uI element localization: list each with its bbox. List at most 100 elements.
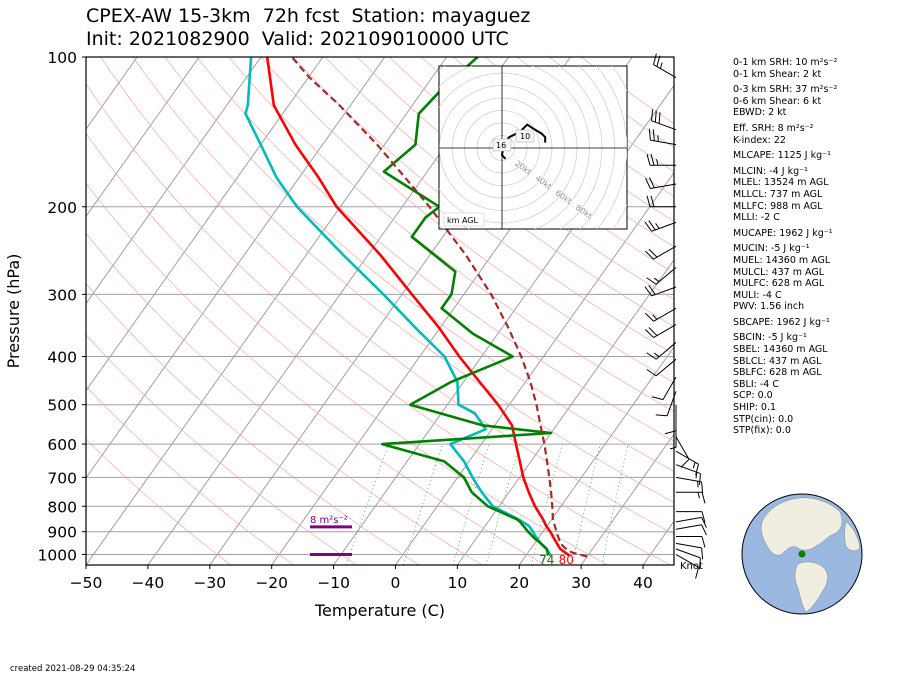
dry-adiabat-line [324,57,674,328]
hodograph-point-label: 16 [496,141,506,150]
x-tick-label: −30 [193,574,226,592]
isotherm-line [86,57,262,305]
wind-barb [646,154,676,166]
wind-barb-flag [646,154,651,166]
wind-barb-flag [648,220,656,231]
wind-barb [675,516,707,528]
wind-barb-staff [662,376,677,400]
isotherm-line [86,57,324,392]
index-line: SBLCL: 437 m AGL [733,355,822,367]
hodograph-label-box [492,138,512,152]
wind-barb [676,511,706,523]
y-tick-label: 400 [47,349,77,367]
wind-barb-staff [675,542,702,549]
index-line: MLLCL: 737 m AGL [733,188,823,200]
wind-barb [675,476,704,494]
wind-barb [669,421,677,450]
wind-barb-staff [651,286,677,297]
wind-barb-flag [646,195,651,207]
x-tick-label: −40 [132,574,165,592]
wind-barb [644,220,677,232]
wind-barb-flag [651,109,654,121]
wind-barb-flag [656,55,661,67]
wind-barb-flag [650,154,655,166]
wind-barb-staff [651,120,677,131]
wind-barb-staff [675,436,690,460]
index-line: EBWD: 2 kt [733,107,787,119]
wind-barb-flag [652,129,655,141]
dry-adiabat-line [86,182,546,565]
wind-barb [675,548,701,570]
x-tick-label: −20 [255,574,288,592]
dry-adiabat-line [86,83,671,565]
wind-barb-flag [701,492,706,504]
wind-barb-staff [653,307,677,322]
wind-barb [651,109,677,131]
wind-barb-flag [645,329,654,338]
wetbulb-profile-line [381,57,553,556]
dry-adiabat-line [292,57,674,355]
wind-barb-flag [701,536,706,548]
x-tick-label: −10 [317,574,350,592]
wind-barb [676,491,706,504]
index-line: MLLI: -2 C [733,212,780,224]
plot-frame [85,56,675,566]
index-line: 0-1 km Shear: 2 kt [733,68,822,80]
dewpoint-profile-line [244,57,552,557]
index-line: 0-3 km SRH: 37 m²s⁻² [733,84,838,96]
index-line: SBCIN: -5 J kg⁻¹ [733,332,807,344]
wind-barb-staff [675,476,702,483]
index-line: MLCIN: -4 J kg⁻¹ [733,165,808,177]
skewt-series [244,57,588,558]
wind-barb-half-flag [697,492,700,499]
isotherm-line [86,57,386,479]
wind-barb-flag [701,547,704,560]
wind-barb [646,195,676,208]
wind-barb-staff [655,267,677,285]
mixing-ratio-line [530,443,563,565]
index-line: MUCAPE: 1962 J kg⁻¹ [733,227,833,239]
y-tick-label: 600 [47,436,77,454]
wind-barb-staff [666,391,677,416]
wind-barb [651,376,677,401]
wind-barb-half-flag [695,472,698,479]
index-line: MULFC: 628 m AGL [733,278,825,290]
index-line: 0-1 km SRH: 10 m²s⁻² [733,57,838,68]
wind-barb-flag [648,284,656,295]
index-line: SBCAPE: 1962 J kg⁻¹ [733,316,830,328]
mixing-ratio-line [345,443,390,565]
wind-barb-flag [701,511,706,523]
x-tick-label: 10 [448,574,468,592]
wind-barb-staff [675,450,699,465]
dry-adiabat-line [196,57,674,442]
wind-barb-staff [655,342,677,360]
parcel-profile-line [291,57,588,558]
x-tick-label: 30 [571,574,591,592]
isotherm-line [456,259,674,565]
x-tick-label: 20 [509,574,529,592]
y-tick-label: 900 [47,524,77,542]
wind-barb [645,307,677,322]
x-tick-label: 40 [633,574,653,592]
y-tick-label: 100 [47,49,77,67]
index-line: MULI: -4 C [733,289,782,301]
wind-barb-staff [651,221,677,232]
hodograph-point-label: 10 [520,132,530,141]
axes: 74 808 m²s⁻²10020030040050060070080090010… [38,49,653,592]
wind-barb-flag [701,524,707,536]
surface-dewpoint-label: 74 [539,553,554,567]
wind-barb-staff [675,524,702,530]
wind-barb-flag [651,396,664,401]
wind-barb-flag [648,327,658,336]
wind-barb-flag [646,352,657,360]
chart-subtitle: Init: 2021082900 Valid: 202109010000 UTC [86,28,509,50]
sounding-indices-panel: 0-1 km SRH: 10 m²s⁻² 0-1 km Shear: 2 kt 0-… [733,57,903,437]
skewt-grid [86,57,674,565]
wind-barb [646,267,677,285]
dry-adiabat-line [228,57,674,412]
index-line: SBLFC: 628 m AGL [733,367,822,379]
y-axis-label: Pressure (hPa) [4,254,23,369]
dry-adiabat-line [260,57,674,384]
